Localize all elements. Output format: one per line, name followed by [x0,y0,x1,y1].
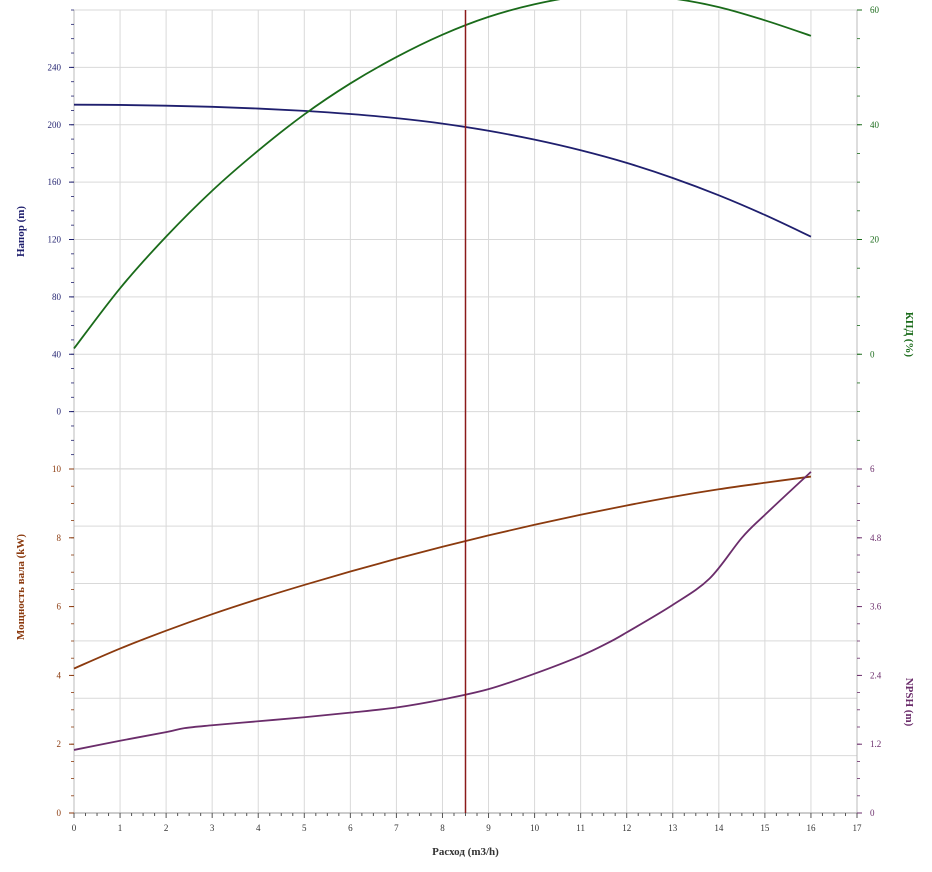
head-tick-label: 160 [48,177,62,187]
x-tick-label: 0 [72,823,77,833]
x-tick-label: 16 [806,823,816,833]
npsh-tick-label: 6 [870,464,875,474]
x-tick-label: 11 [576,823,585,833]
efficiency-curve [73,0,812,350]
x-tick-label: 5 [302,823,307,833]
npsh-tick-label: 2.4 [870,670,882,680]
efficiency-axis-title: КПД (%) [903,312,915,358]
x-tick-label: 10 [530,823,540,833]
x-tick-label: 3 [210,823,215,833]
x-tick-label: 13 [668,823,678,833]
power-tick-label: 4 [57,670,62,680]
npsh-axis-title: NPSH (m) [903,678,915,727]
x-tick-label: 12 [622,823,631,833]
x-tick-label: 4 [256,823,261,833]
npsh-tick-label: 1.2 [870,739,881,749]
power-tick-label: 10 [52,464,62,474]
power-tick-label: 0 [57,808,62,818]
efficiency-tick-label: 60 [870,5,880,15]
tick-labels: 0 1 2 3 4 5 6 7 8 9 10 11 12 13 14 15 16 1704080120160200… [48,5,882,833]
head-tick-label: 40 [52,349,62,359]
head-tick-label: 200 [48,120,62,130]
x-tick-label: 7 [394,823,399,833]
x-tick-label: 1 [118,823,123,833]
head-curve [73,103,812,238]
x-tick-label: 8 [440,823,445,833]
head-tick-label: 0 [57,407,62,417]
head-tick-label: 240 [48,62,62,72]
power-tick-label: 6 [57,602,62,612]
head-tick-label: 120 [48,235,62,245]
efficiency-tick-label: 40 [870,120,880,130]
npsh-tick-label: 0 [870,808,875,818]
x-axis-title: Расход (m3/h) [432,846,499,858]
power-tick-label: 8 [57,533,62,543]
power-axis-title: Мощность вала (kW) [15,534,27,640]
head-axis-title: Напор (m) [15,206,27,257]
npsh-tick-label: 4.8 [870,533,882,543]
efficiency-tick-label: 20 [870,235,880,245]
x-tick-label: 15 [760,823,770,833]
power-curve [73,475,812,670]
series-lines [73,0,812,813]
npsh-tick-label: 3.6 [870,602,882,612]
x-tick-label: 14 [714,823,724,833]
efficiency-tick-label: 0 [870,349,875,359]
x-tick-label: 17 [853,823,863,833]
x-tick-label: 6 [348,823,353,833]
x-tick-label: 9 [486,823,491,833]
head-tick-label: 80 [52,292,62,302]
x-tick-label: 2 [164,823,169,833]
power-tick-label: 2 [57,739,62,749]
